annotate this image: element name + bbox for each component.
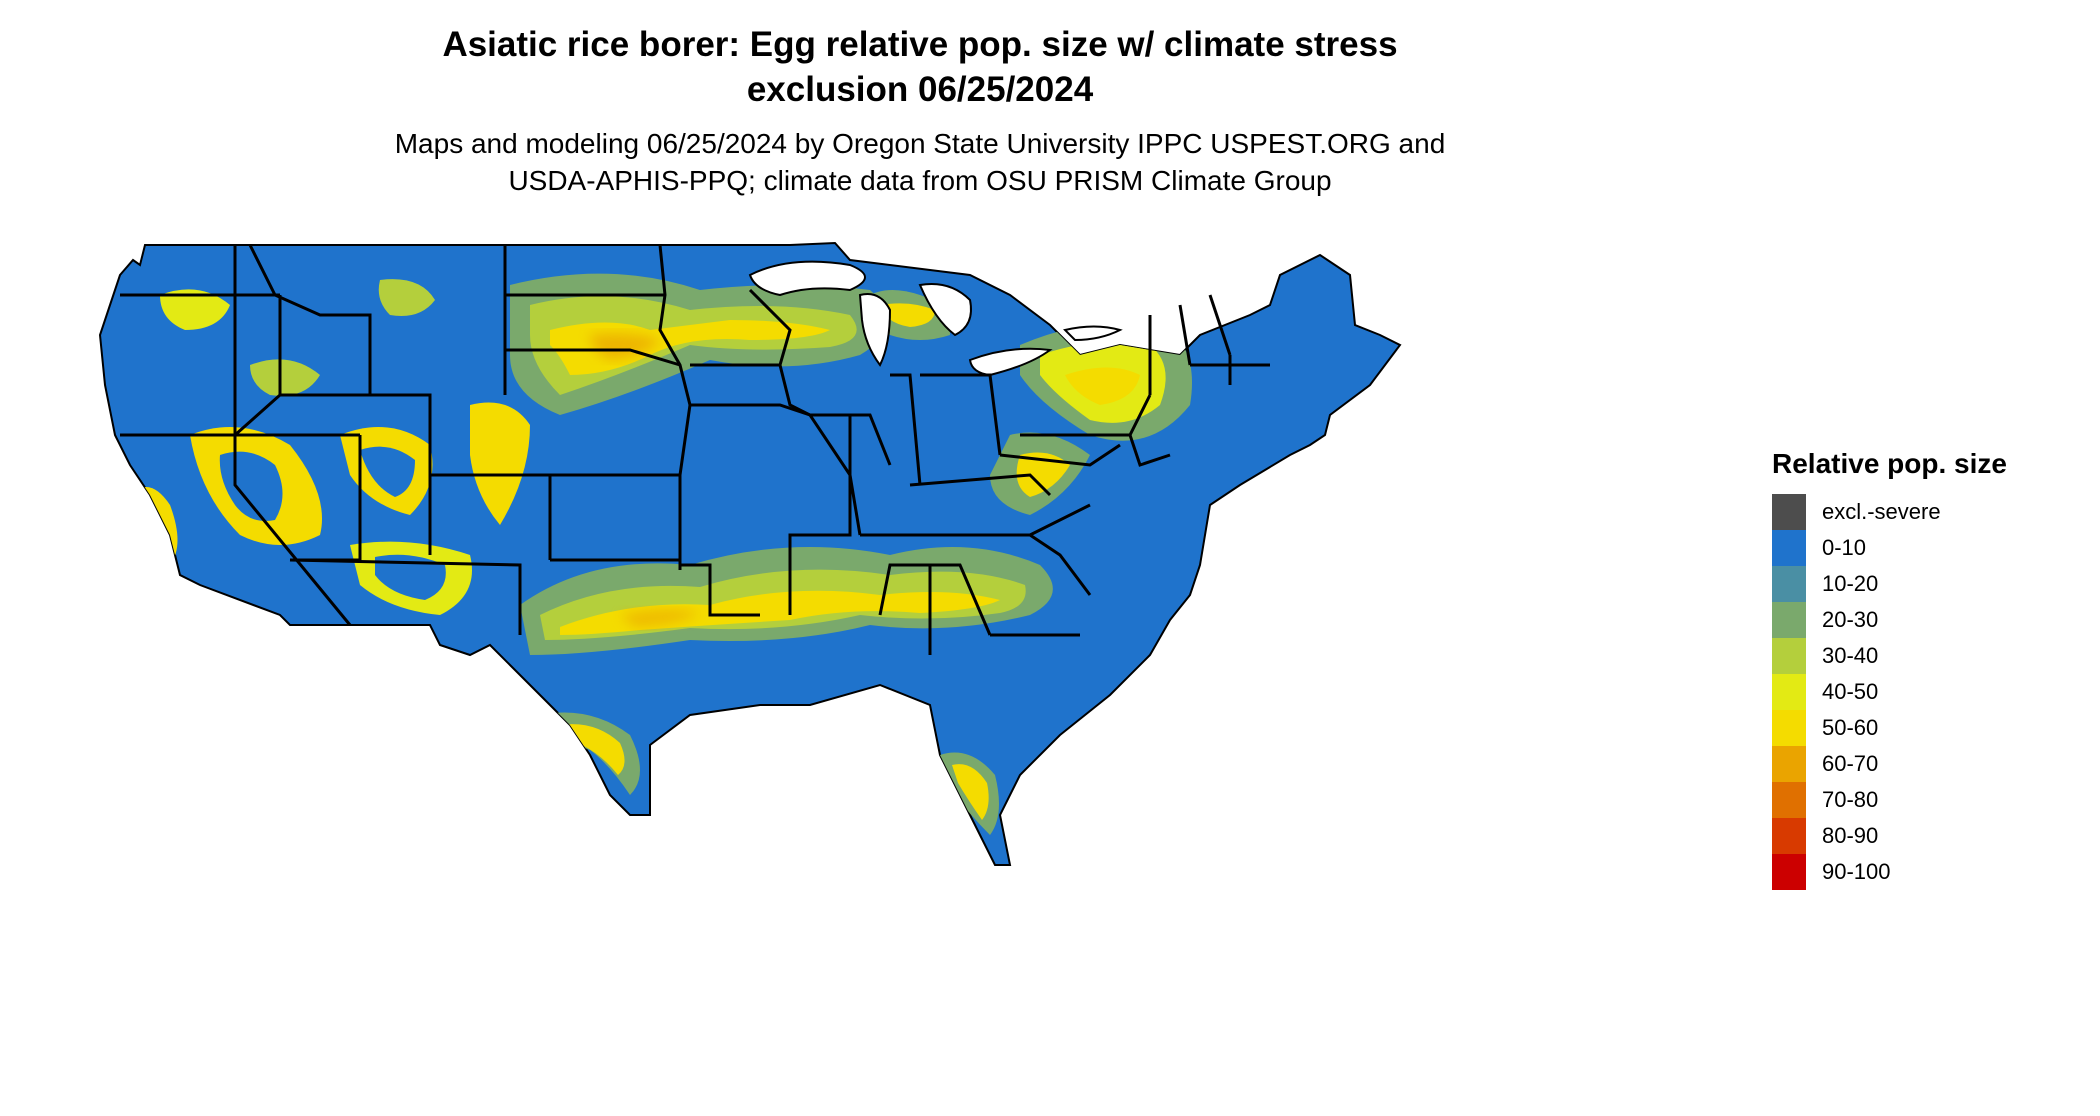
- legend-label: 0-10: [1822, 535, 1867, 560]
- legend-swatch: [1772, 782, 1806, 818]
- lake-erie: [968, 347, 1053, 377]
- legend-swatch: [1772, 818, 1806, 854]
- legend-label: excl.-severe: [1822, 499, 1941, 524]
- legend-swatch: [1772, 530, 1806, 566]
- legend-swatch: [1772, 566, 1806, 602]
- legend-swatch: [1772, 674, 1806, 710]
- legend-item: 30-40: [1772, 638, 2007, 674]
- legend-item: 10-20: [1772, 566, 2007, 602]
- legend-swatch: [1772, 602, 1806, 638]
- legend-swatch: [1772, 746, 1806, 782]
- legend-label: 20-30: [1822, 607, 1879, 632]
- legend: Relative pop. size excl.-severe 0-10 10-20…: [1772, 448, 2007, 890]
- map-subtitle-line2: USDA-APHIS-PPQ; climate data from OSU PR…: [508, 165, 1332, 196]
- map-subtitle: Maps and modeling 06/25/2024 by Oregon S…: [0, 125, 1840, 199]
- map-title: Asiatic rice borer: Egg relative pop. si…: [0, 22, 1840, 112]
- legend-item: 0-10: [1772, 530, 2007, 566]
- us-map: [98, 241, 1402, 866]
- legend-swatch: [1772, 710, 1806, 746]
- lake-ontario: [1063, 325, 1123, 342]
- lake-huron: [918, 283, 972, 337]
- legend-item: 70-80: [1772, 782, 2007, 818]
- legend-label: 70-80: [1822, 787, 1879, 812]
- state-borders: [120, 244, 1270, 655]
- legend-item: excl.-severe: [1772, 494, 2007, 530]
- lake-superior: [748, 260, 866, 297]
- legend-swatch: [1772, 638, 1806, 674]
- legend-items: excl.-severe 0-10 10-20 20-30 30-40 40-50 50-6…: [1772, 494, 2007, 890]
- zone-appalachia: [990, 432, 1090, 515]
- lake-michigan: [858, 293, 892, 367]
- legend-item: 40-50: [1772, 674, 2007, 710]
- legend-swatch: [1772, 854, 1806, 890]
- legend-label: 40-50: [1822, 679, 1879, 704]
- legend-label: 10-20: [1822, 571, 1879, 596]
- map-title-line2: exclusion 06/25/2024: [746, 70, 1094, 109]
- zone-west: [130, 279, 530, 615]
- legend-item: 60-70: [1772, 746, 2007, 782]
- legend-item: 50-60: [1772, 710, 2007, 746]
- legend-item: 80-90: [1772, 818, 2007, 854]
- legend-label: 50-60: [1822, 715, 1879, 740]
- legend-title: Relative pop. size: [1772, 448, 2007, 479]
- zone-florida: [940, 752, 999, 835]
- legend-label: 80-90: [1822, 823, 1879, 848]
- map-subtitle-line1: Maps and modeling 06/25/2024 by Oregon S…: [394, 128, 1446, 159]
- zone-northern-plains: [510, 273, 888, 415]
- legend-item: 20-30: [1772, 602, 2007, 638]
- legend-item: 90-100: [1772, 854, 2007, 890]
- zone-southern-belt: [520, 547, 1053, 655]
- great-lakes: [748, 260, 1123, 377]
- legend-label: 90-100: [1822, 859, 1891, 884]
- legend-label: 30-40: [1822, 643, 1879, 668]
- legend-label: 60-70: [1822, 751, 1879, 776]
- map-title-line1: Asiatic rice borer: Egg relative pop. si…: [442, 25, 1398, 64]
- legend-swatch: [1772, 494, 1806, 530]
